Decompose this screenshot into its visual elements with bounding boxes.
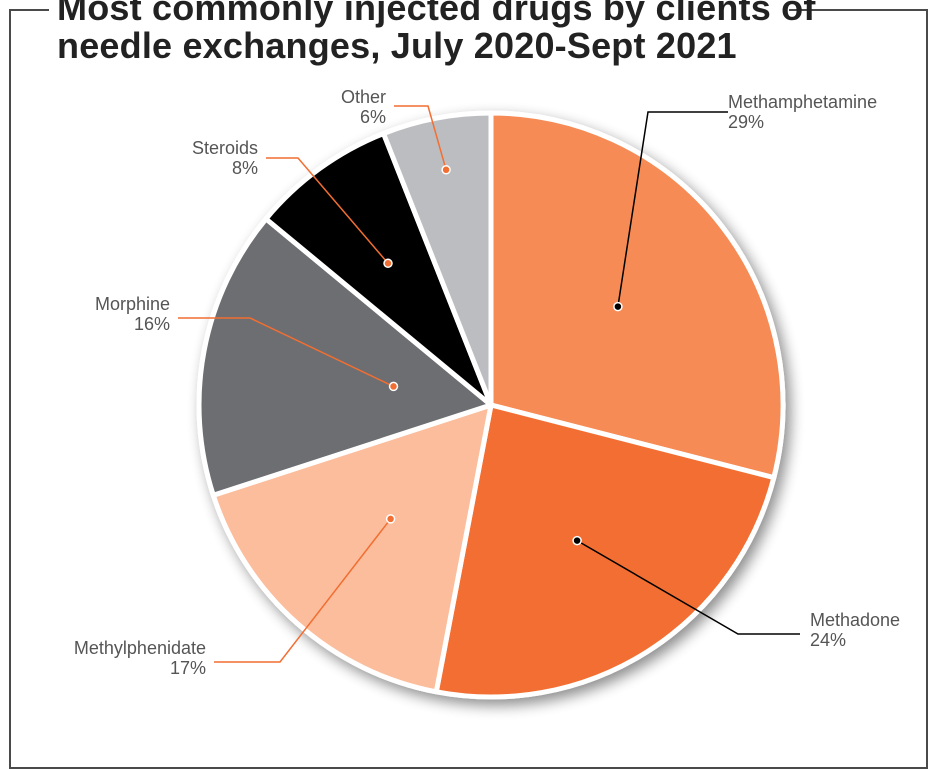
slice-label-name-other: Other [341, 87, 386, 107]
slice-label-value-other: 6% [360, 107, 386, 127]
pie-slice-methylphenidate [210, 402, 494, 695]
slice-label-name-steroids: Steroids [192, 138, 258, 158]
leader-dot-steroids [383, 258, 393, 269]
slice-label-value-methamphetamine: 29% [728, 112, 764, 132]
slice-label-methamphetamine: Methamphetamine 29% [728, 92, 877, 132]
chart-frame: Most commonly injected drugs by clients … [9, 0, 928, 769]
leader-line-morphine [178, 317, 394, 388]
leader-line-methylphenidate [214, 518, 392, 663]
leader-lines [178, 105, 800, 663]
slice-label-steroids: Steroids 8% [192, 138, 258, 178]
pie-slice-steroids [263, 131, 494, 408]
slice-label-methadone: Methadone 24% [810, 610, 900, 650]
pie-slice-morphine [196, 216, 494, 498]
slice-labels: Methamphetamine 29% Methadone 24% Methylphen… [74, 87, 900, 678]
chart-title: Most commonly injected drugs by clients … [49, 0, 816, 69]
slice-label-methylphenidate: Methylphenidate 17% [74, 638, 206, 678]
leader-dot-methamphetamine [613, 301, 623, 312]
slice-label-value-morphine: 16% [134, 314, 170, 334]
leader-line-other [394, 105, 447, 171]
slice-label-value-methadone: 24% [810, 630, 846, 650]
chart-title-line-2: needle exchanges, July 2020-Sept 2021 [57, 25, 737, 66]
slice-label-name-methamphetamine: Methamphetamine [728, 92, 877, 112]
pie-slice-other [381, 110, 494, 408]
slice-label-morphine: Morphine 16% [95, 294, 170, 334]
leader-line-steroids [266, 157, 389, 264]
leader-line-methadone [576, 539, 800, 635]
leader-dot-methylphenidate [385, 514, 396, 524]
pie-slices [196, 110, 786, 700]
slice-label-value-steroids: 8% [232, 158, 258, 178]
leader-line-methamphetamine [617, 111, 728, 307]
pie-slice-methadone [433, 402, 777, 700]
slice-label-other: Other 6% [341, 87, 386, 127]
leader-dot-other [441, 165, 451, 175]
leader-dot-methadone [572, 535, 582, 546]
slice-label-name-methylphenidate: Methylphenidate [74, 638, 206, 658]
slice-label-value-methylphenidate: 17% [170, 658, 206, 678]
leader-dot-morphine [388, 381, 399, 392]
pie-slice-methamphetamine [488, 110, 786, 481]
slice-label-name-methadone: Methadone [810, 610, 900, 630]
chart-title-line-1: Most commonly injected drugs by clients … [57, 0, 816, 28]
slice-label-name-morphine: Morphine [95, 294, 170, 314]
